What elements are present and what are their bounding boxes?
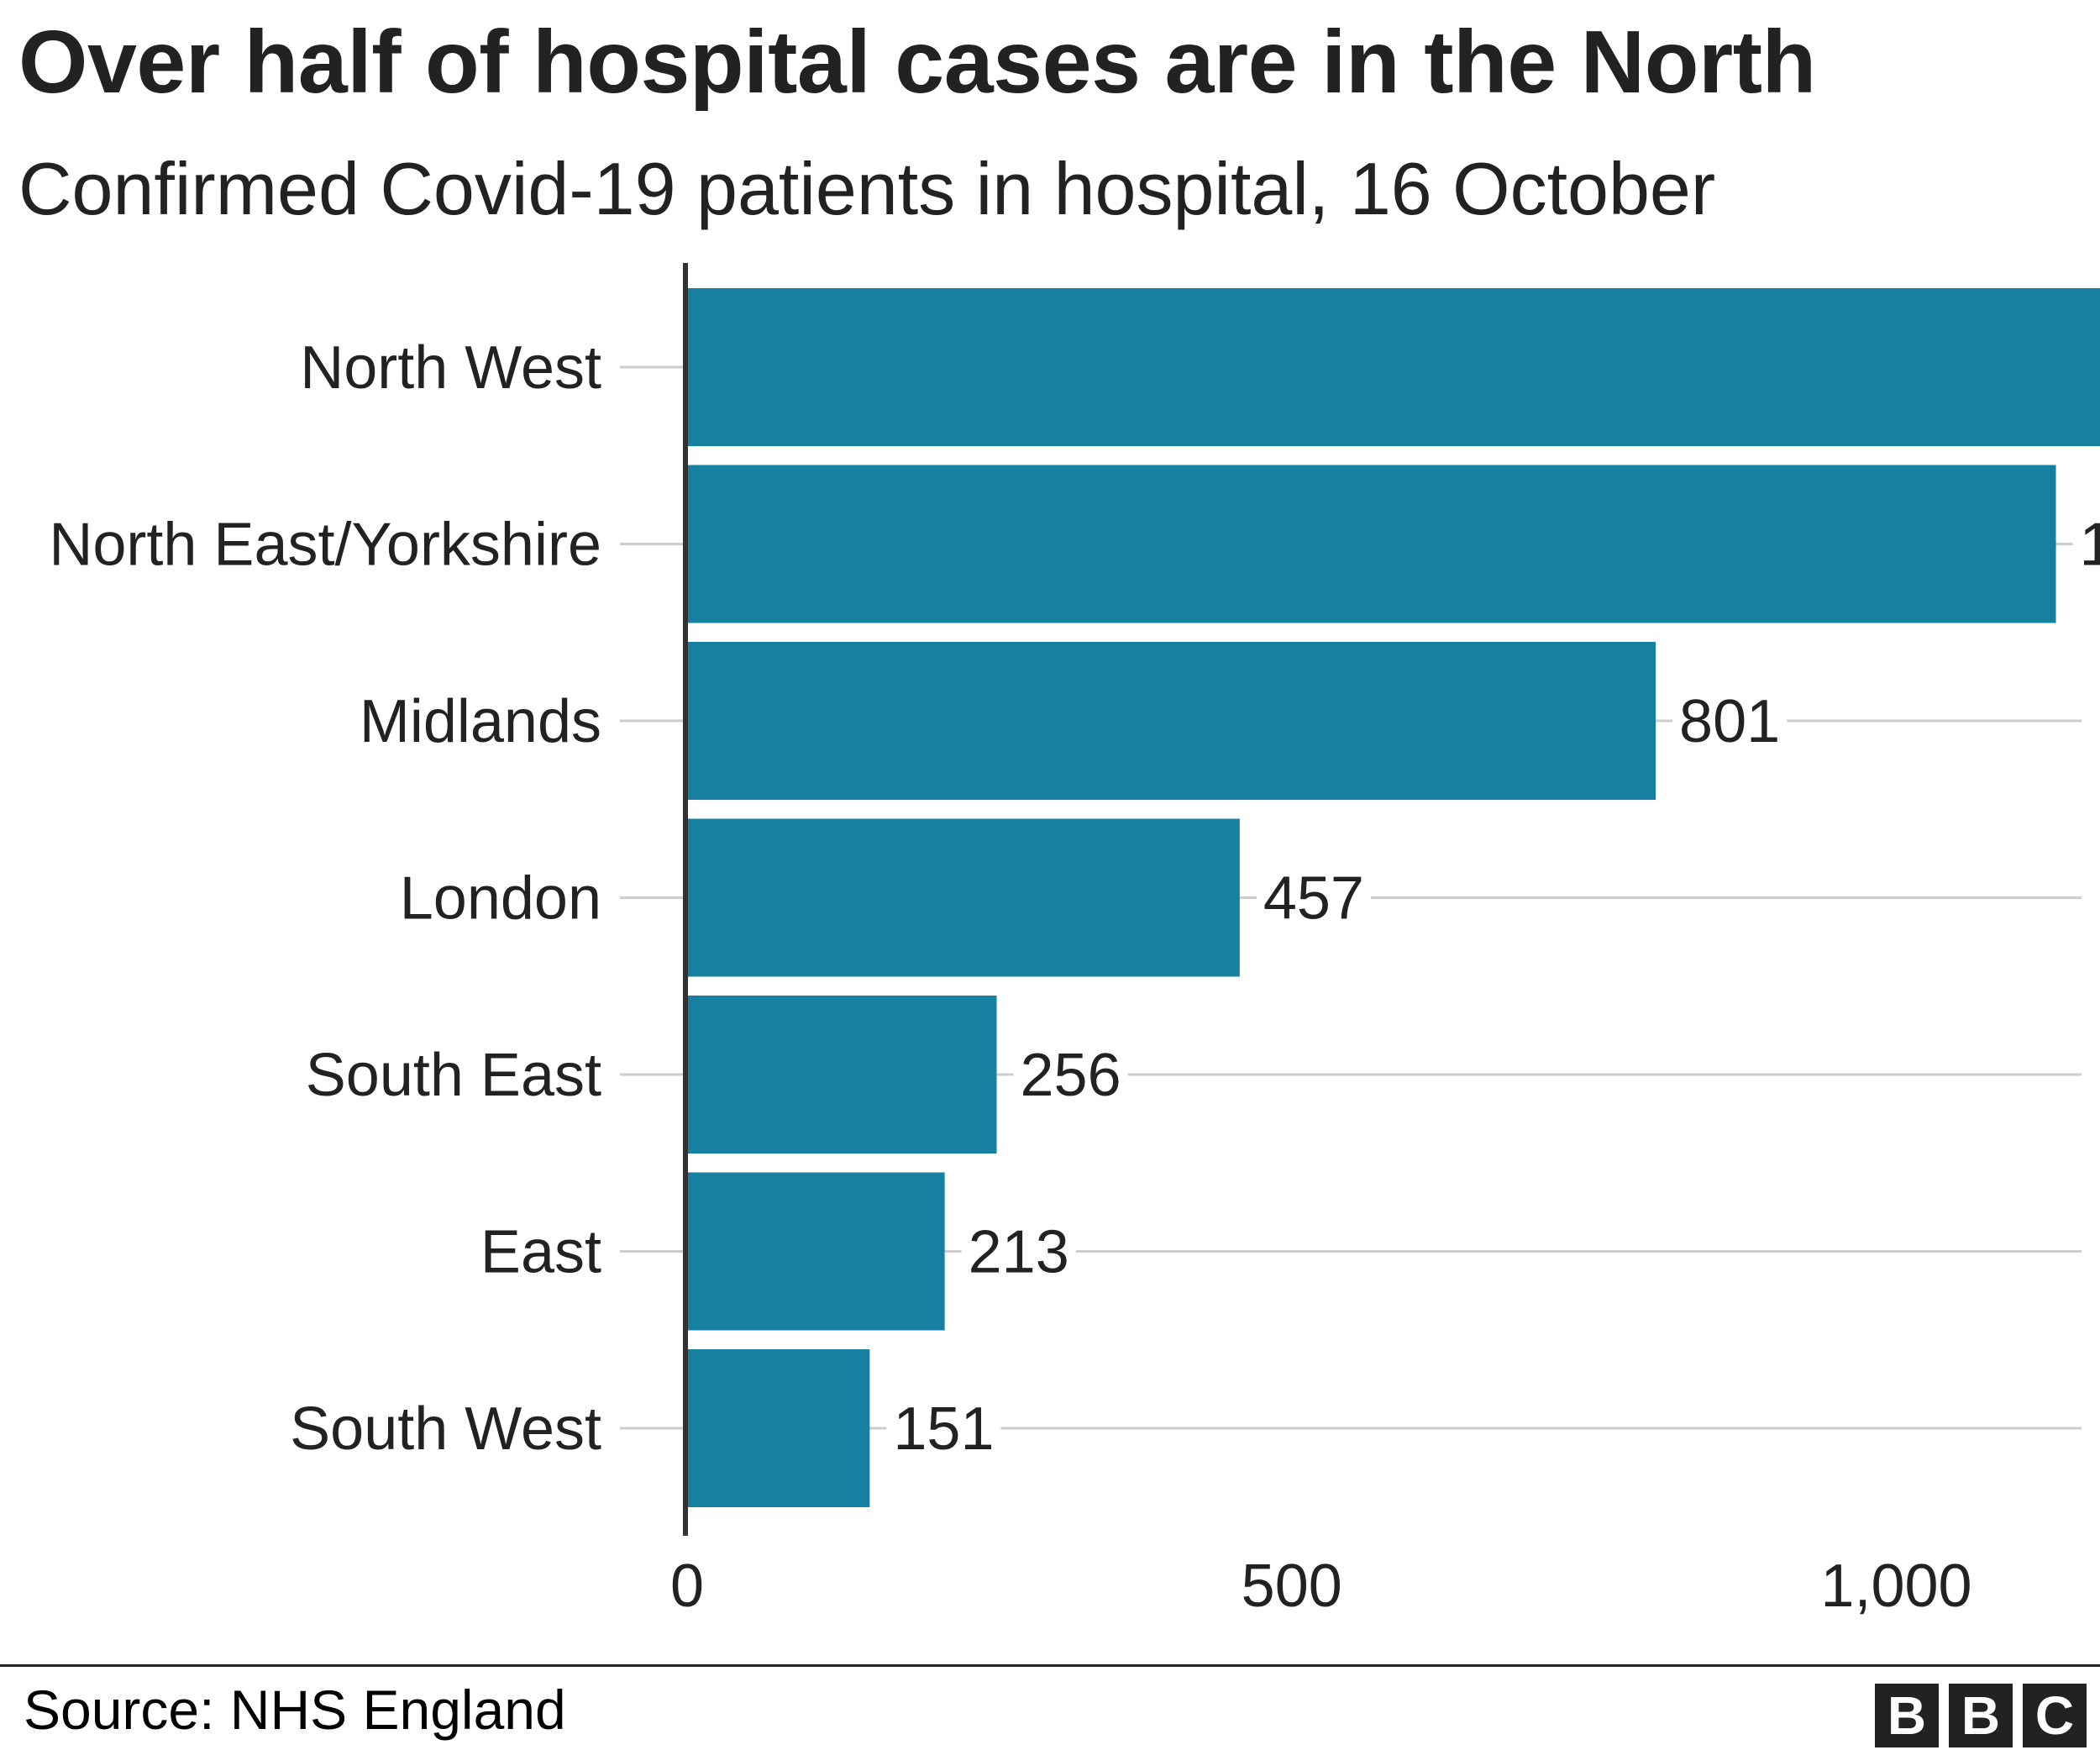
bbc-logo: B B C xyxy=(1875,1684,2087,1747)
category-label: South West xyxy=(290,1395,601,1463)
bbc-logo-letter: B xyxy=(1949,1684,2013,1747)
value-label: 213 xyxy=(969,1219,1069,1286)
value-labels: 1,6371,132801457256213151 xyxy=(886,511,2100,1463)
bar xyxy=(687,996,997,1154)
value-label: 801 xyxy=(1679,688,1780,755)
value-label: 457 xyxy=(1263,865,1364,933)
value-label-background xyxy=(1256,864,1371,933)
category-label: North East/Yorkshire xyxy=(49,512,601,579)
bar xyxy=(687,818,1240,977)
bars xyxy=(687,288,2100,1507)
footer-divider xyxy=(0,1664,2100,1667)
bar-chart: North West North East/Yorkshire Midlands Lo… xyxy=(49,263,2100,1620)
category-label: South East xyxy=(306,1042,601,1109)
bar xyxy=(687,465,2056,623)
category-label: Midlands xyxy=(360,688,601,755)
bbc-logo-letter: B xyxy=(1875,1684,1939,1747)
value-label-background xyxy=(886,1395,1001,1463)
value-label: 1,132 xyxy=(2080,512,2100,579)
chart-subtitle: Confirmed Covid-19 patients in hospital,… xyxy=(18,147,1716,230)
bar xyxy=(687,1172,945,1331)
bar xyxy=(687,288,2100,446)
category-label: London xyxy=(400,865,601,933)
value-label: 151 xyxy=(893,1395,994,1463)
x-tick-label: 1,000 xyxy=(1820,1553,1971,1620)
source-note: Source: NHS England xyxy=(24,1679,566,1741)
bbc-logo-letter: C xyxy=(2023,1684,2087,1747)
x-tick-label: 0 xyxy=(670,1553,704,1620)
value-label: 256 xyxy=(1021,1042,1121,1109)
value-label-background xyxy=(1013,1042,1128,1109)
x-tick-label: 500 xyxy=(1242,1553,1342,1620)
category-labels: North West North East/Yorkshire Midlands Lo… xyxy=(49,334,601,1463)
category-label: North West xyxy=(300,334,601,402)
bar xyxy=(687,1349,870,1507)
value-label-background xyxy=(961,1218,1076,1286)
category-label: East xyxy=(480,1219,601,1286)
value-label-background xyxy=(2072,511,2100,579)
bar xyxy=(687,642,1656,800)
chart-title: Over half of hospital cases are in the N… xyxy=(18,13,1816,112)
value-label-background xyxy=(1672,688,1788,755)
